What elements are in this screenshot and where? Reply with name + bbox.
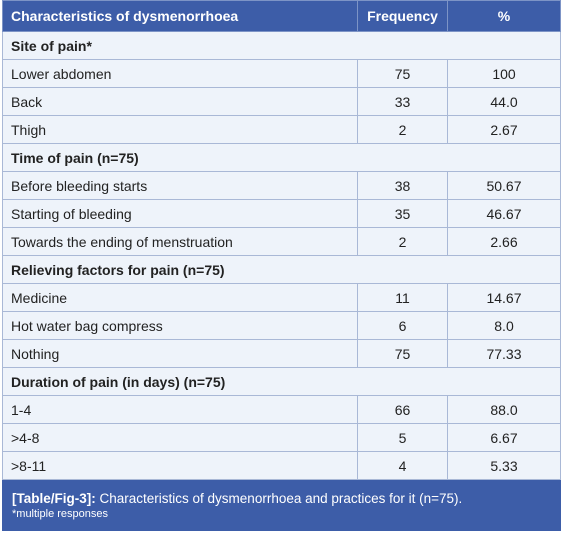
value-cell: 2.66	[447, 227, 561, 256]
caption-label: [Table/Fig-3]:	[12, 491, 96, 506]
data-row: Towards the ending of menstruation 2 2.66	[2, 227, 561, 256]
caption: [Table/Fig-3]: Characteristics of dysmen…	[2, 480, 561, 531]
section-row: Time of pain (n=75)	[2, 143, 561, 172]
data-row: Hot water bag compress 6 8.0	[2, 311, 561, 340]
label-cell: Lower abdomen	[2, 59, 358, 88]
value-cell: 14.67	[447, 283, 561, 312]
table-body: Site of pain* Lower abdomen 75 100 Back 33 44.…	[2, 31, 561, 480]
data-row: Thigh 2 2.67	[2, 115, 561, 144]
value-cell: 2	[357, 115, 448, 144]
value-cell: 75	[357, 59, 448, 88]
value-cell: 46.67	[447, 199, 561, 228]
data-table: Characteristics of dysmenorrhoea Frequen…	[2, 0, 561, 480]
data-row: Nothing 75 77.33	[2, 339, 561, 368]
caption-text: Characteristics of dysmenorrhoea and pra…	[99, 491, 463, 506]
section-row: Site of pain*	[2, 31, 561, 60]
data-row: >4-8 5 6.67	[2, 423, 561, 452]
label-cell: >8-11	[2, 451, 358, 480]
value-cell: 6.67	[447, 423, 561, 452]
value-cell: 44.0	[447, 87, 561, 116]
label-cell: Nothing	[2, 339, 358, 368]
value-cell: 66	[357, 395, 448, 424]
value-cell: 5.33	[447, 451, 561, 480]
header-row: Characteristics of dysmenorrhoea Frequen…	[2, 0, 561, 32]
label-cell: >4-8	[2, 423, 358, 452]
label-cell: Starting of bleeding	[2, 199, 358, 228]
value-cell: 4	[357, 451, 448, 480]
section-title: Site of pain*	[2, 31, 561, 60]
value-cell: 88.0	[447, 395, 561, 424]
data-row: >8-11 4 5.33	[2, 451, 561, 480]
value-cell: 33	[357, 87, 448, 116]
section-title: Time of pain (n=75)	[2, 143, 561, 172]
label-cell: 1-4	[2, 395, 358, 424]
value-cell: 75	[357, 339, 448, 368]
value-cell: 38	[357, 171, 448, 200]
data-row: Starting of bleeding 35 46.67	[2, 199, 561, 228]
value-cell: 8.0	[447, 311, 561, 340]
caption-line: [Table/Fig-3]: Characteristics of dysmen…	[12, 491, 551, 506]
caption-note: *multiple responses	[12, 508, 108, 520]
value-cell: 2.67	[447, 115, 561, 144]
page: Characteristics of dysmenorrhoea Frequen…	[2, 0, 561, 531]
header-cell: Frequency	[357, 0, 448, 32]
label-cell: Back	[2, 87, 358, 116]
header-cell: Characteristics of dysmenorrhoea	[2, 0, 358, 32]
data-row: Lower abdomen 75 100	[2, 59, 561, 88]
value-cell: 35	[357, 199, 448, 228]
data-row: Before bleeding starts 38 50.67	[2, 171, 561, 200]
label-cell: Medicine	[2, 283, 358, 312]
section-row: Duration of pain (in days) (n=75)	[2, 367, 561, 396]
data-row: 1-4 66 88.0	[2, 395, 561, 424]
value-cell: 2	[357, 227, 448, 256]
value-cell: 5	[357, 423, 448, 452]
value-cell: 11	[357, 283, 448, 312]
data-row: Back 33 44.0	[2, 87, 561, 116]
value-cell: 100	[447, 59, 561, 88]
label-cell: Towards the ending of menstruation	[2, 227, 358, 256]
label-cell: Before bleeding starts	[2, 171, 358, 200]
value-cell: 6	[357, 311, 448, 340]
header-cell: %	[447, 0, 561, 32]
label-cell: Thigh	[2, 115, 358, 144]
data-row: Medicine 11 14.67	[2, 283, 561, 312]
section-title: Duration of pain (in days) (n=75)	[2, 367, 561, 396]
label-cell: Hot water bag compress	[2, 311, 358, 340]
value-cell: 50.67	[447, 171, 561, 200]
section-title: Relieving factors for pain (n=75)	[2, 255, 561, 284]
section-row: Relieving factors for pain (n=75)	[2, 255, 561, 284]
value-cell: 77.33	[447, 339, 561, 368]
